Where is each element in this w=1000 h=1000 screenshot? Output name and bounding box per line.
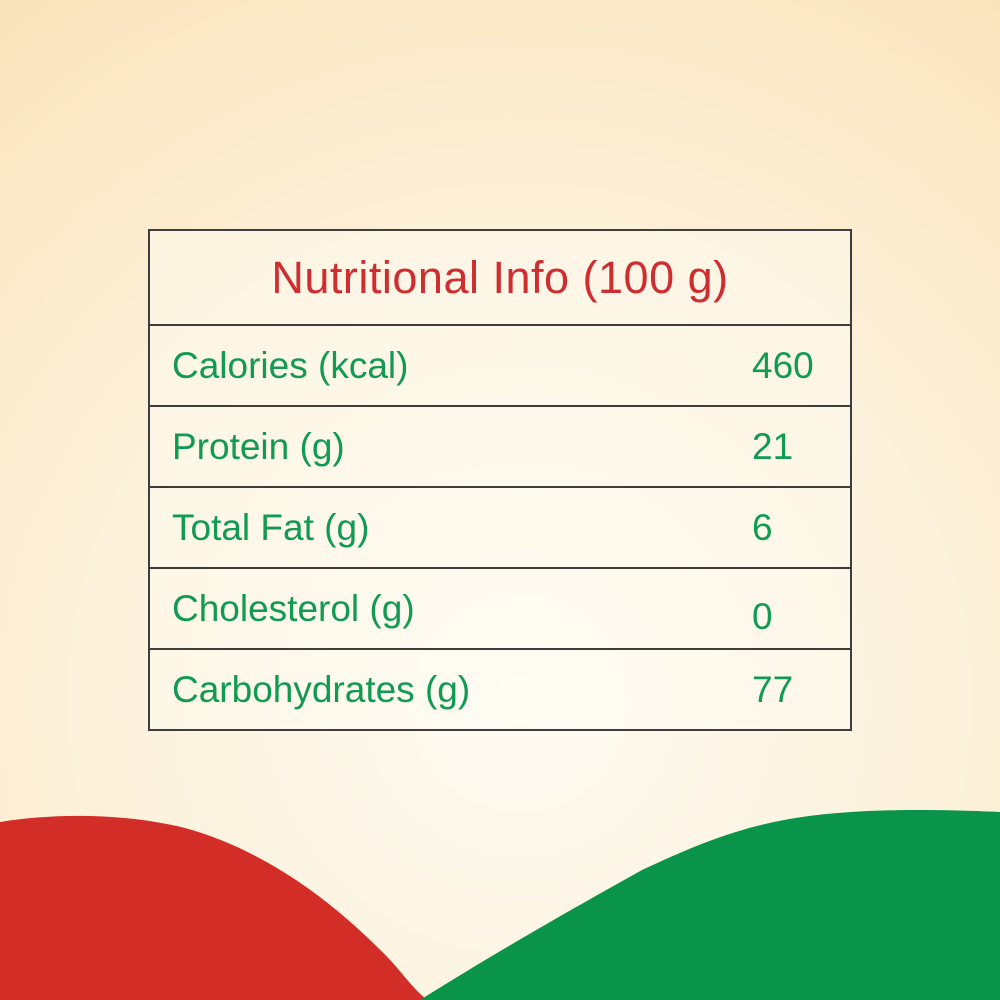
row-label: Cholesterol (g) [172,587,415,629]
row-value: 21 [752,425,794,467]
green-hill-shape [420,810,1000,1000]
row-label: Carbohydrates (g) [172,668,471,710]
nutrition-table-header: Nutritional Info (100 g) [150,231,850,326]
table-row-cholesterol: Cholesterol (g) 0 [150,569,850,650]
row-value: 0 [752,595,773,637]
row-label: Total Fat (g) [172,506,370,548]
nutrition-table: Nutritional Info (100 g) Calories (kcal)… [148,229,852,731]
table-row-carbohydrates: Carbohydrates (g) 77 [150,650,850,729]
table-row-total-fat: Total Fat (g) 6 [150,488,850,569]
row-label: Calories (kcal) [172,344,409,386]
row-value: 77 [752,668,794,710]
red-hill-shape [0,815,428,1000]
row-label: Protein (g) [172,425,345,467]
table-title: Nutritional Info (100 g) [271,251,729,303]
table-row-calories: Calories (kcal) 460 [150,326,850,407]
table-row-protein: Protein (g) 21 [150,407,850,488]
row-value: 6 [752,506,773,548]
bottom-hills-decoration [0,810,1000,1000]
row-value: 460 [752,344,814,386]
